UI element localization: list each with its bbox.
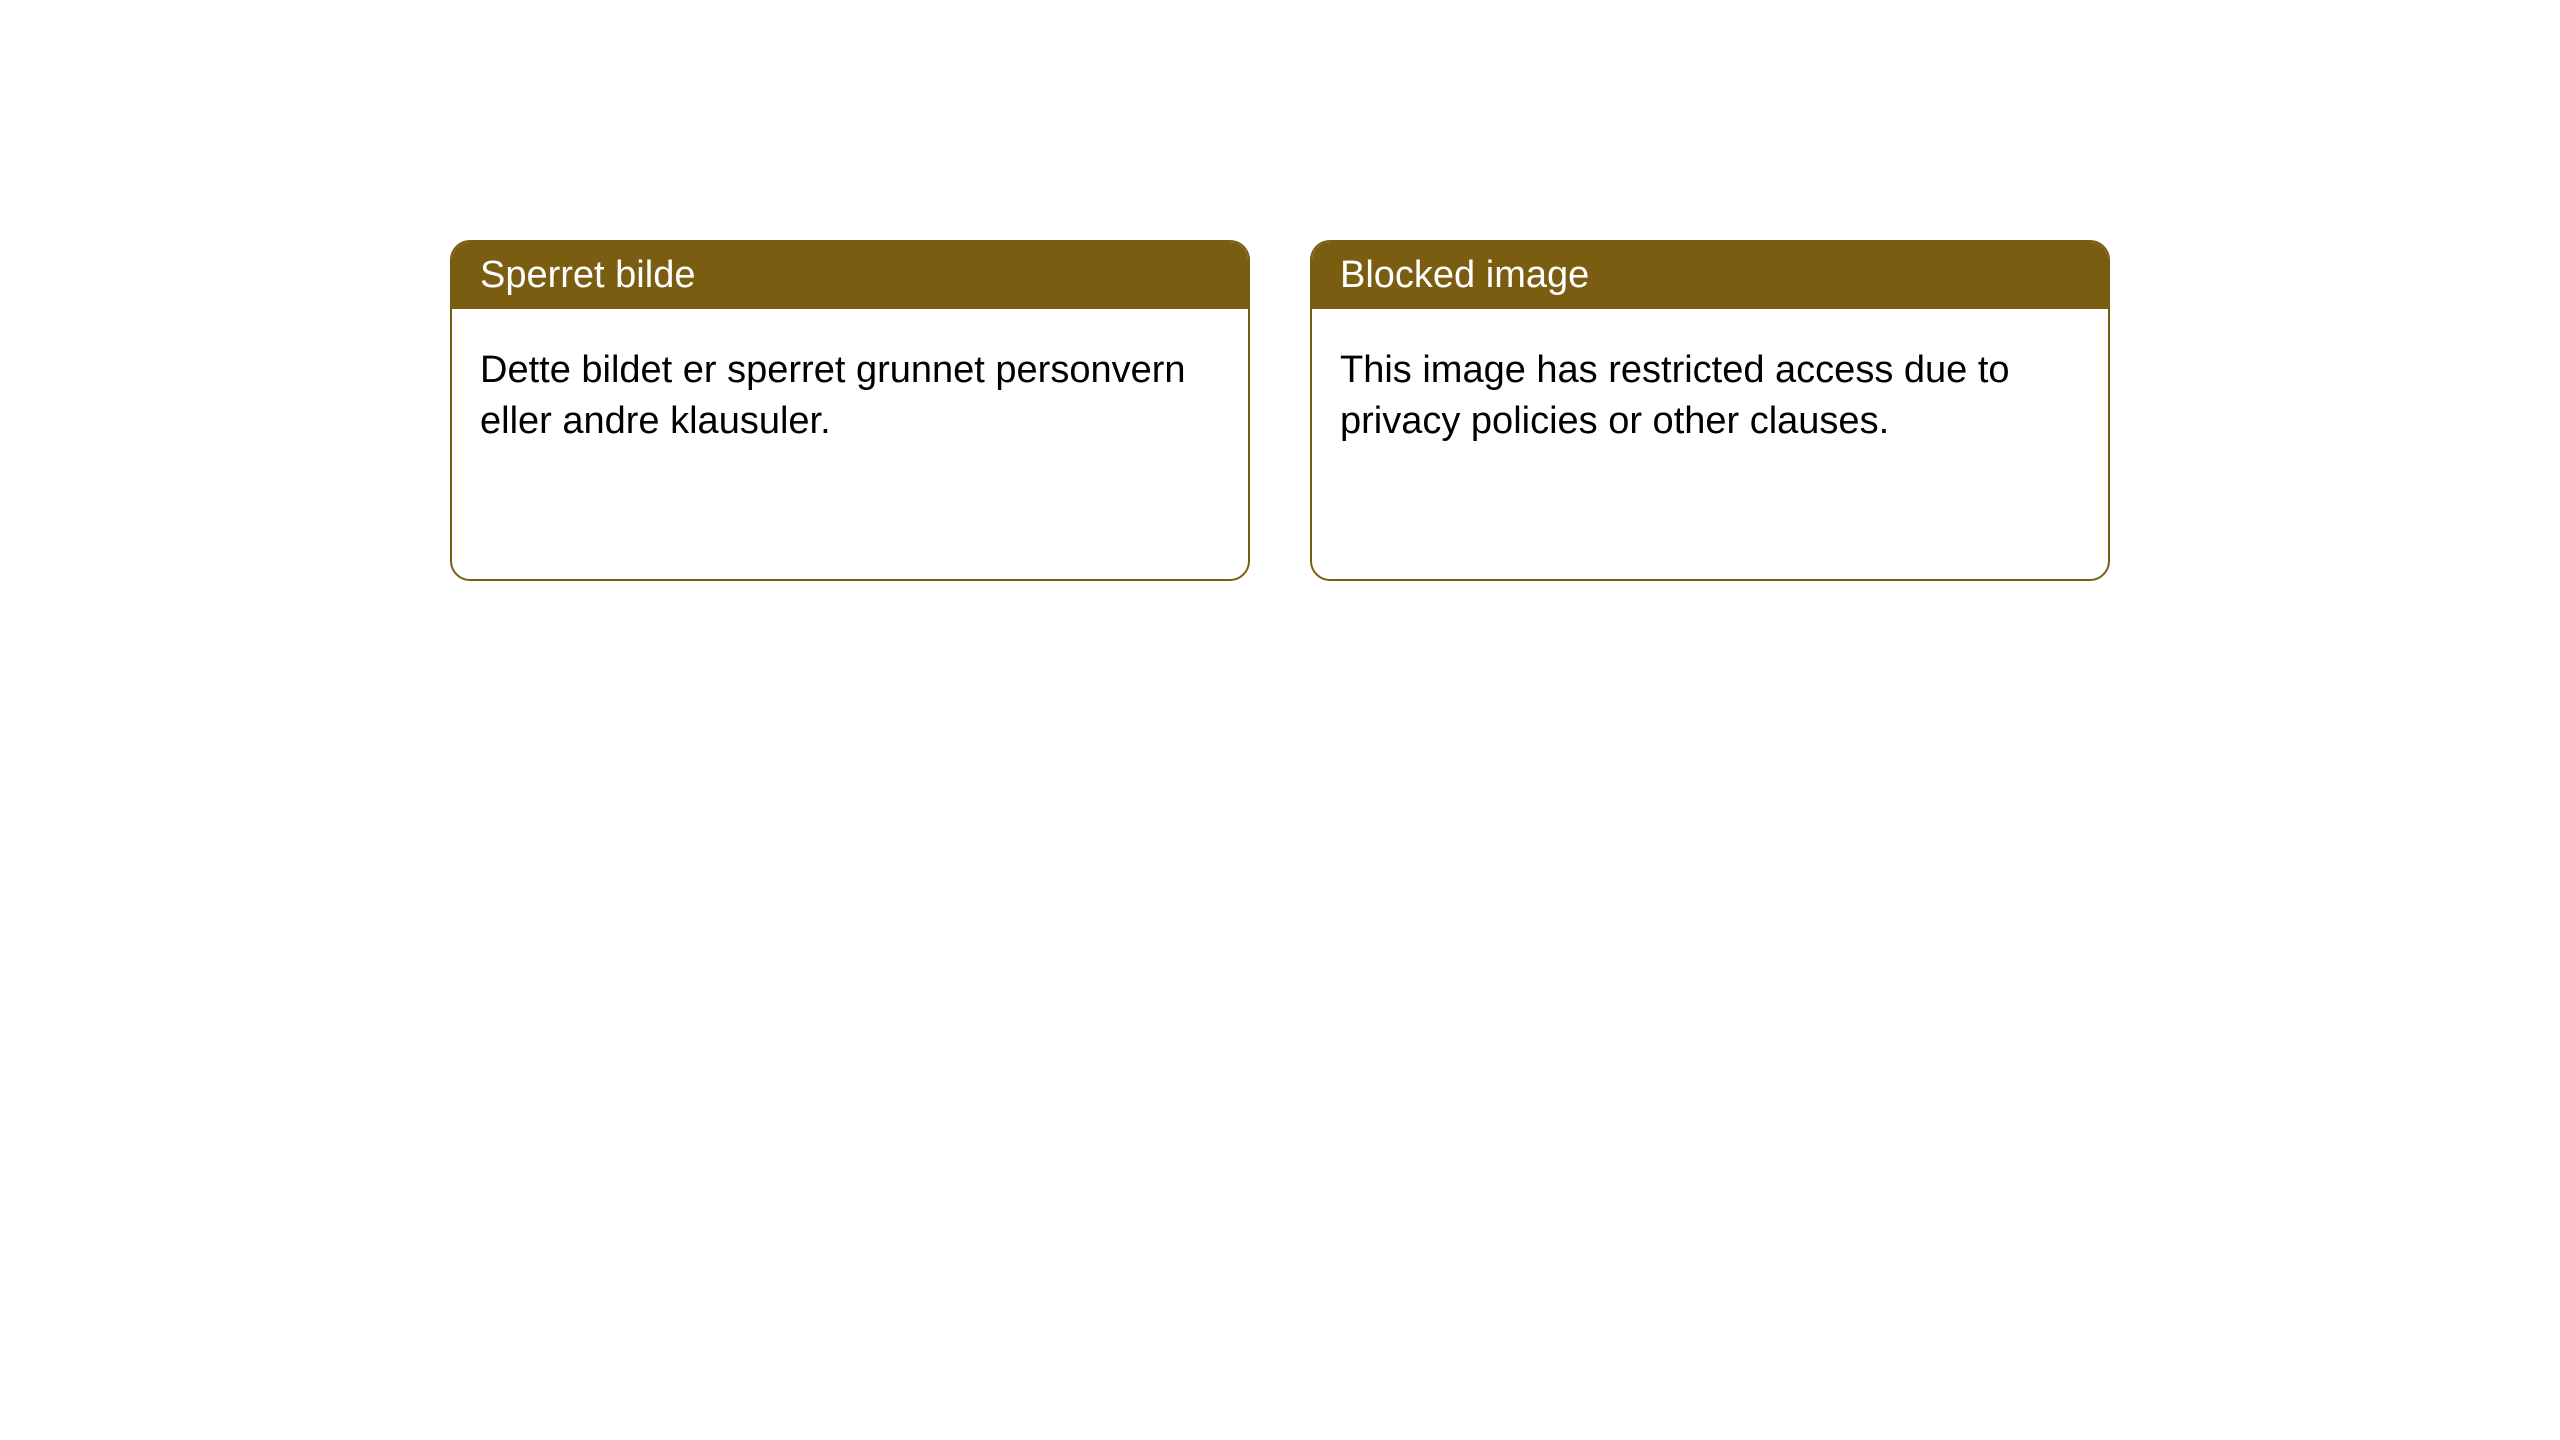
notice-header-english: Blocked image — [1312, 242, 2108, 309]
notice-body-english: This image has restricted access due to … — [1312, 309, 2108, 579]
notice-container: Sperret bilde Dette bildet er sperret gr… — [450, 240, 2110, 581]
notice-title-english: Blocked image — [1340, 254, 1589, 296]
notice-title-norwegian: Sperret bilde — [480, 254, 695, 296]
notice-card-english: Blocked image This image has restricted … — [1310, 240, 2110, 581]
notice-text-english: This image has restricted access due to … — [1340, 349, 2010, 442]
notice-header-norwegian: Sperret bilde — [452, 242, 1248, 309]
notice-body-norwegian: Dette bildet er sperret grunnet personve… — [452, 309, 1248, 579]
notice-card-norwegian: Sperret bilde Dette bildet er sperret gr… — [450, 240, 1250, 581]
notice-text-norwegian: Dette bildet er sperret grunnet personve… — [480, 349, 1186, 442]
